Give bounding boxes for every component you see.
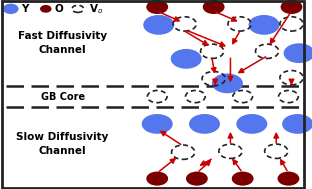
Circle shape (283, 115, 312, 133)
Circle shape (147, 1, 167, 13)
Circle shape (172, 50, 201, 68)
Circle shape (249, 16, 279, 34)
Circle shape (278, 172, 299, 185)
Circle shape (232, 172, 253, 185)
Circle shape (281, 1, 302, 13)
Circle shape (237, 115, 266, 133)
Circle shape (144, 16, 173, 34)
Circle shape (4, 5, 18, 13)
Circle shape (285, 44, 312, 62)
Text: Slow Diffusivity
Channel: Slow Diffusivity Channel (17, 132, 109, 156)
Circle shape (213, 74, 242, 92)
Circle shape (187, 172, 207, 185)
Circle shape (41, 6, 51, 12)
Circle shape (143, 115, 172, 133)
Text: O: O (55, 4, 64, 14)
Text: V$_o$: V$_o$ (89, 2, 103, 16)
Text: Fast Diffusivity
Channel: Fast Diffusivity Channel (18, 31, 107, 55)
Circle shape (190, 115, 219, 133)
Text: GB Core: GB Core (41, 91, 85, 101)
Circle shape (147, 172, 167, 185)
Circle shape (204, 1, 224, 13)
Text: Y: Y (21, 4, 29, 14)
